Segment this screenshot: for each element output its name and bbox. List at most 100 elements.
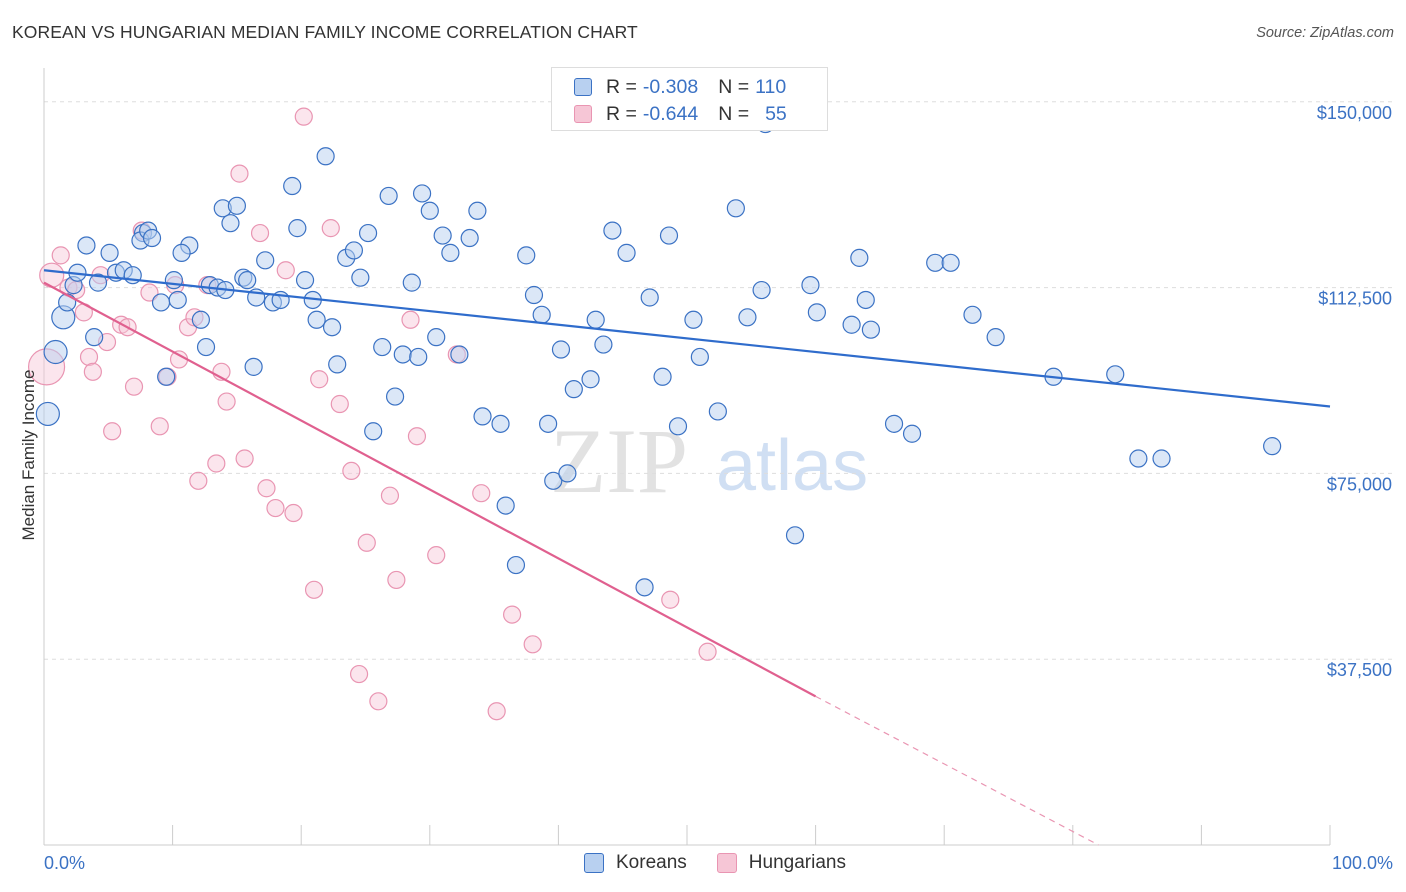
watermark-zip: ZIP	[550, 410, 688, 512]
koreans-point	[420, 201, 439, 220]
koreans-point	[1152, 449, 1171, 468]
koreans-point	[427, 328, 446, 347]
hungarians-point	[357, 533, 376, 552]
gridlines	[44, 101, 1395, 660]
hungarians-point	[407, 427, 427, 446]
legend-swatch-hungarians	[574, 105, 592, 123]
koreans-point	[288, 219, 307, 238]
hungarians-point	[257, 479, 276, 498]
hungarians-point	[304, 580, 324, 599]
hungarians-point	[250, 223, 270, 243]
koreans-point	[726, 199, 745, 218]
x-tick-label: 0.0%	[44, 853, 85, 873]
koreans-point	[986, 328, 1005, 347]
koreans-point	[379, 186, 398, 206]
hungarians-trend-extension	[815, 695, 1099, 846]
koreans-point	[385, 387, 405, 406]
koreans-point	[358, 223, 378, 243]
koreans-point	[752, 280, 771, 300]
koreans-trend-line	[43, 269, 1331, 408]
koreans-point	[506, 555, 526, 575]
koreans-point	[496, 496, 515, 515]
koreans-point	[801, 276, 820, 295]
koreans-point	[963, 305, 982, 324]
hungarians-point	[427, 546, 446, 565]
series-legend-koreans[interactable]: Koreans	[584, 852, 687, 874]
koreans-point	[409, 347, 428, 367]
koreans-point	[941, 253, 960, 272]
legend-n-label: N =	[718, 75, 750, 98]
chart-source: Source: ZipAtlas.com	[1256, 25, 1394, 41]
koreans-point	[322, 318, 342, 337]
koreans-point	[43, 339, 68, 365]
legend-row-hungarians: R = -0.644 N = 55	[574, 101, 787, 127]
koreans-point	[58, 293, 77, 312]
koreans-point	[307, 310, 326, 329]
hungarians-point	[294, 107, 313, 126]
series-legend-hungarians[interactable]: Hungarians	[716, 852, 846, 874]
hungarians-point	[330, 394, 349, 414]
koreans-point	[227, 196, 246, 215]
y-tick-label: $150,000	[1317, 103, 1392, 123]
hungarians-point	[321, 219, 340, 238]
koreans-point	[564, 380, 583, 399]
hungarians-point	[472, 484, 491, 503]
hungarians-point	[266, 498, 285, 518]
koreans-point	[473, 407, 492, 426]
koreans-point	[344, 241, 364, 260]
koreans-point	[785, 526, 805, 545]
y-axis-label: Median Family Income	[19, 369, 38, 540]
hungarians-point	[235, 449, 254, 468]
hungarians-point	[217, 392, 236, 411]
koreans-point	[316, 147, 335, 166]
trend-lines	[43, 269, 1331, 846]
koreans-point	[551, 340, 571, 359]
hungarians-point	[51, 246, 70, 265]
koreans-point	[653, 367, 672, 386]
watermark-atlas: atlas	[716, 426, 868, 506]
koreans-point	[168, 290, 187, 310]
hungarians-point	[39, 262, 65, 288]
series-swatch-koreans	[584, 853, 604, 873]
koreans-point	[172, 243, 191, 262]
hungarians-point	[103, 422, 122, 441]
koreans-point	[295, 271, 315, 290]
koreans-point	[191, 310, 210, 329]
hungarians-point	[349, 664, 369, 684]
koreans-point	[142, 228, 162, 248]
hungarians-point	[661, 590, 680, 609]
hungarians-point	[698, 642, 717, 661]
hungarians-point	[124, 377, 144, 396]
koreans-point	[850, 248, 869, 267]
legend-n-label: N =	[718, 102, 750, 125]
series-label-koreans: Koreans	[616, 852, 687, 873]
correlation-legend: R = -0.308 N = 110 R = -0.644 N = 55	[551, 67, 828, 131]
hungarians-point	[369, 692, 388, 711]
hungarians-points	[27, 107, 717, 721]
series-legend: Koreans Hungarians	[584, 852, 876, 874]
koreans-point	[558, 464, 577, 483]
koreans-point	[351, 268, 370, 287]
koreans-point	[35, 401, 60, 427]
legend-r-value-hungarians: -0.644	[642, 102, 699, 125]
hungarians-point	[189, 471, 208, 490]
koreans-point	[594, 335, 613, 354]
hungarians-point	[276, 261, 295, 280]
koreans-point	[659, 226, 679, 245]
koreans-point	[532, 305, 551, 324]
koreans-point	[635, 578, 654, 597]
koreans-point	[85, 328, 104, 347]
hungarians-trend-line	[43, 281, 817, 698]
koreans-point	[524, 285, 544, 305]
hungarians-point	[284, 503, 303, 523]
hungarians-point	[79, 347, 99, 367]
koreans-point	[807, 303, 826, 322]
koreans-point	[402, 273, 421, 292]
koreans-point	[412, 184, 432, 203]
legend-n-value-koreans: 110	[755, 75, 787, 98]
axes	[43, 68, 1331, 846]
hungarians-point	[487, 702, 506, 721]
koreans-point	[856, 290, 875, 310]
koreans-point	[586, 310, 605, 329]
x-tick-label: 100.0%	[1332, 853, 1393, 873]
